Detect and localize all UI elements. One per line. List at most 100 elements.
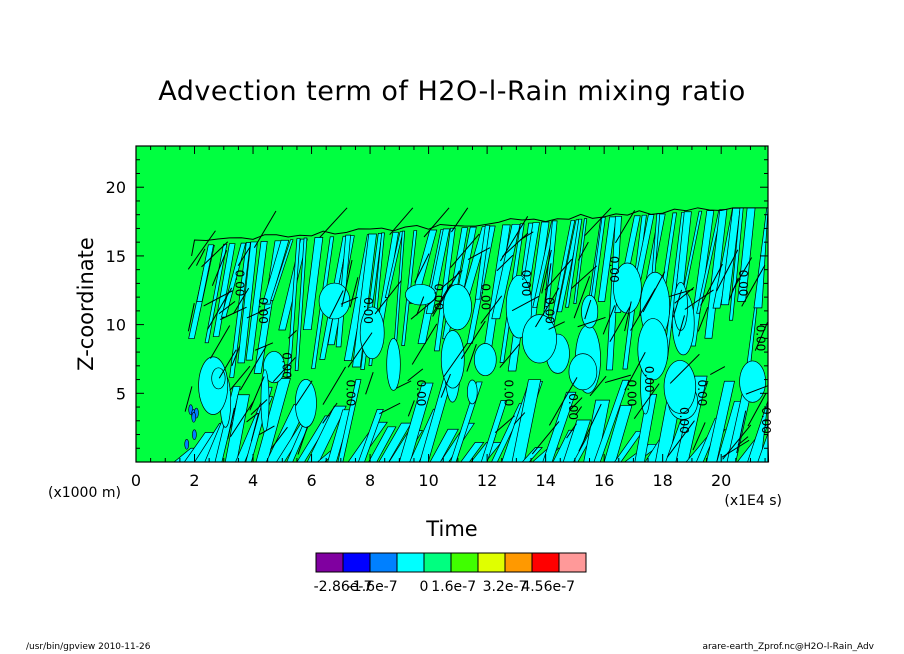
field-shape [184, 438, 190, 450]
field-shape [237, 246, 251, 267]
field-shape [499, 216, 529, 262]
field-shape [692, 422, 706, 451]
footer-source-file: arare-earth_Zprof.nc@H2O-l-Rain_Adv [702, 642, 874, 652]
contour-label: 0.00 [502, 380, 516, 407]
contour-label: 0.00 [695, 380, 709, 407]
x-tick-label: 16 [594, 471, 614, 490]
field-shape [440, 270, 463, 289]
field-shape [700, 263, 723, 306]
x-tick-label: 14 [535, 471, 555, 490]
field-shape [440, 373, 451, 398]
field-shape [565, 218, 583, 308]
field-shape [187, 230, 216, 270]
field-shape [245, 241, 268, 361]
colorbar-swatch [315, 552, 344, 573]
field-shape [253, 210, 277, 248]
field-shape [231, 346, 241, 366]
field-shape [220, 306, 247, 320]
field-shape [204, 243, 228, 344]
contour-label: 0.00 [279, 352, 293, 379]
field-shape [678, 315, 685, 337]
field-shape [246, 306, 271, 319]
field-shape [207, 287, 233, 330]
field-shape [475, 225, 491, 300]
colorbar-label: -2.86e-7 [314, 579, 373, 595]
field-shape [581, 294, 599, 329]
contour-label: 0.00 [607, 256, 621, 283]
field-shape [544, 258, 573, 291]
field-shape [340, 296, 358, 305]
field-shape [637, 318, 669, 381]
field-shape [716, 249, 739, 292]
field-shape [297, 426, 308, 455]
field-shape [347, 332, 373, 368]
field-shape [191, 207, 768, 257]
field-shape [196, 248, 206, 266]
field-shape [548, 321, 565, 330]
field-shape [270, 426, 288, 450]
contour-label: 0.00 [677, 407, 691, 434]
field-shape [254, 342, 274, 351]
field-shape [414, 253, 430, 283]
x-axis-label: Time [425, 517, 477, 541]
field-shape [261, 239, 290, 305]
field-shape [570, 265, 598, 290]
field-shape [673, 282, 688, 331]
field-shape [386, 338, 401, 391]
contour-label: 0.00 [543, 297, 557, 324]
field-shape [754, 322, 769, 351]
field-shape [721, 439, 750, 458]
colorbar-label: 3.2e-7 [483, 579, 528, 595]
field-shape [741, 265, 766, 307]
y-tick-label: 15 [106, 247, 126, 266]
field-shape [278, 238, 308, 331]
x-tick-label: 12 [477, 471, 497, 490]
field-shape [589, 375, 607, 397]
field-shape [232, 287, 250, 315]
field-shape [423, 207, 450, 238]
field-shape [201, 241, 229, 268]
field-shape [246, 412, 259, 423]
colorbar-swatch [504, 552, 533, 573]
chart-title: Advection term of H2O-l-Rain mixing rati… [158, 76, 746, 107]
y-axis-label: Z-coordinate [74, 237, 98, 371]
field-shape [184, 386, 193, 412]
field-shape [230, 401, 254, 438]
field-shape [379, 402, 401, 415]
contour-label: 0.00 [478, 283, 492, 310]
field-shape [411, 323, 438, 365]
field-shape [286, 238, 301, 377]
field-shape [736, 410, 747, 454]
field-shape [212, 243, 236, 337]
field-shape [543, 263, 552, 309]
field-shape [294, 237, 308, 371]
field-shape [624, 352, 646, 391]
contour-label: 0.00 [256, 297, 270, 324]
field-shape [521, 314, 557, 364]
field-shape [633, 383, 660, 419]
field-shape [566, 423, 577, 439]
field-shape [663, 360, 697, 414]
field-shape [450, 233, 480, 268]
field-shape [666, 420, 695, 458]
field-shape [613, 262, 642, 314]
y-tick-label: 20 [106, 178, 126, 197]
field-shape [739, 360, 766, 403]
colorbar-swatch [477, 552, 506, 573]
x-unit-label: (x1E4 s) [724, 493, 782, 509]
field-shape [710, 366, 726, 376]
field-shape [319, 207, 348, 238]
field-shape [211, 249, 228, 287]
field-shape [577, 316, 606, 328]
y-tick-label: 5 [116, 384, 126, 403]
field-shape [573, 218, 588, 304]
field-shape [440, 330, 465, 389]
field-shape [548, 377, 578, 426]
field-shape [272, 357, 296, 383]
contour-label: 0.00 [736, 270, 750, 297]
y-tick-label: 10 [106, 316, 126, 335]
field-shape [578, 403, 602, 452]
field-shape [501, 232, 529, 258]
x-tick-label: 0 [131, 471, 141, 490]
